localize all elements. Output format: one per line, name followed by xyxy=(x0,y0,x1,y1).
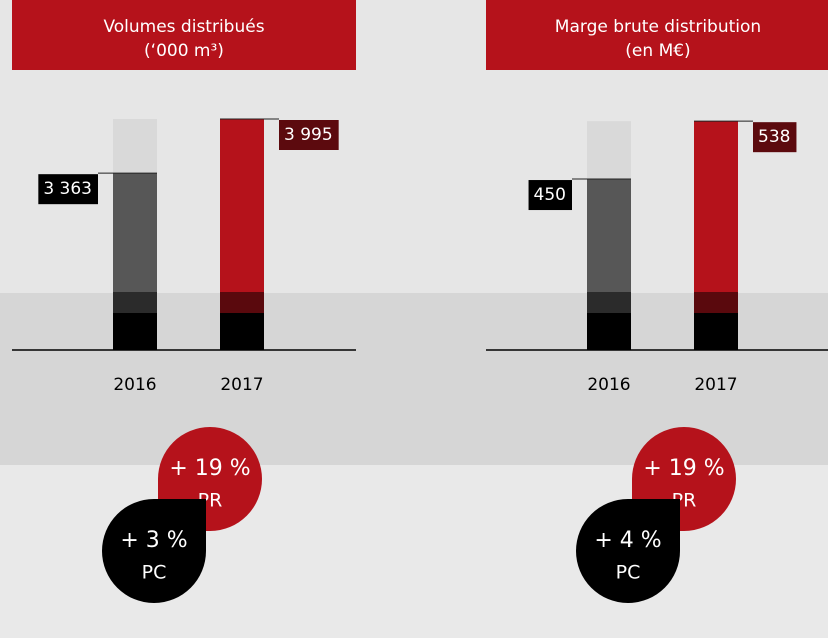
badge-value: + 19 % xyxy=(169,456,250,481)
title-box xyxy=(12,0,356,70)
value-label: 450 xyxy=(534,185,566,205)
badge-label: PC xyxy=(142,562,167,584)
value-label: 3 995 xyxy=(284,125,333,145)
bar-shade xyxy=(220,292,264,313)
bar-shade xyxy=(694,292,738,313)
badge-value: + 19 % xyxy=(643,456,724,481)
value-label-box xyxy=(528,180,572,211)
x-tick-label: 2016 xyxy=(587,375,630,395)
value-label: 538 xyxy=(758,127,790,147)
value-label-box xyxy=(279,120,339,150)
x-tick-label: 2017 xyxy=(694,375,737,395)
value-label-box xyxy=(38,174,98,205)
badge-value: + 4 % xyxy=(594,528,661,553)
bar-base xyxy=(587,313,631,350)
bar-shade xyxy=(113,292,157,313)
chart-subtitle: (‘000 m³) xyxy=(144,41,224,61)
title-box xyxy=(486,0,828,70)
chart-title: Marge brute distribution xyxy=(555,17,761,37)
badge-corner xyxy=(628,499,680,551)
bar-base xyxy=(694,313,738,350)
bar-base xyxy=(113,313,157,350)
chart-title: Volumes distribués xyxy=(103,17,264,37)
value-label-box xyxy=(753,122,797,153)
badge-label: PC xyxy=(616,562,641,584)
x-tick-label: 2016 xyxy=(113,375,156,395)
chart-subtitle: (en M€) xyxy=(625,41,690,61)
badge-corner xyxy=(154,499,206,551)
value-label: 3 363 xyxy=(43,179,92,199)
bar-shade xyxy=(587,292,631,313)
bar-backdrop xyxy=(587,121,631,180)
x-tick-label: 2017 xyxy=(220,375,263,395)
bar-backdrop xyxy=(113,119,157,174)
badge-value: + 3 % xyxy=(120,528,187,553)
bar-base xyxy=(220,313,264,350)
